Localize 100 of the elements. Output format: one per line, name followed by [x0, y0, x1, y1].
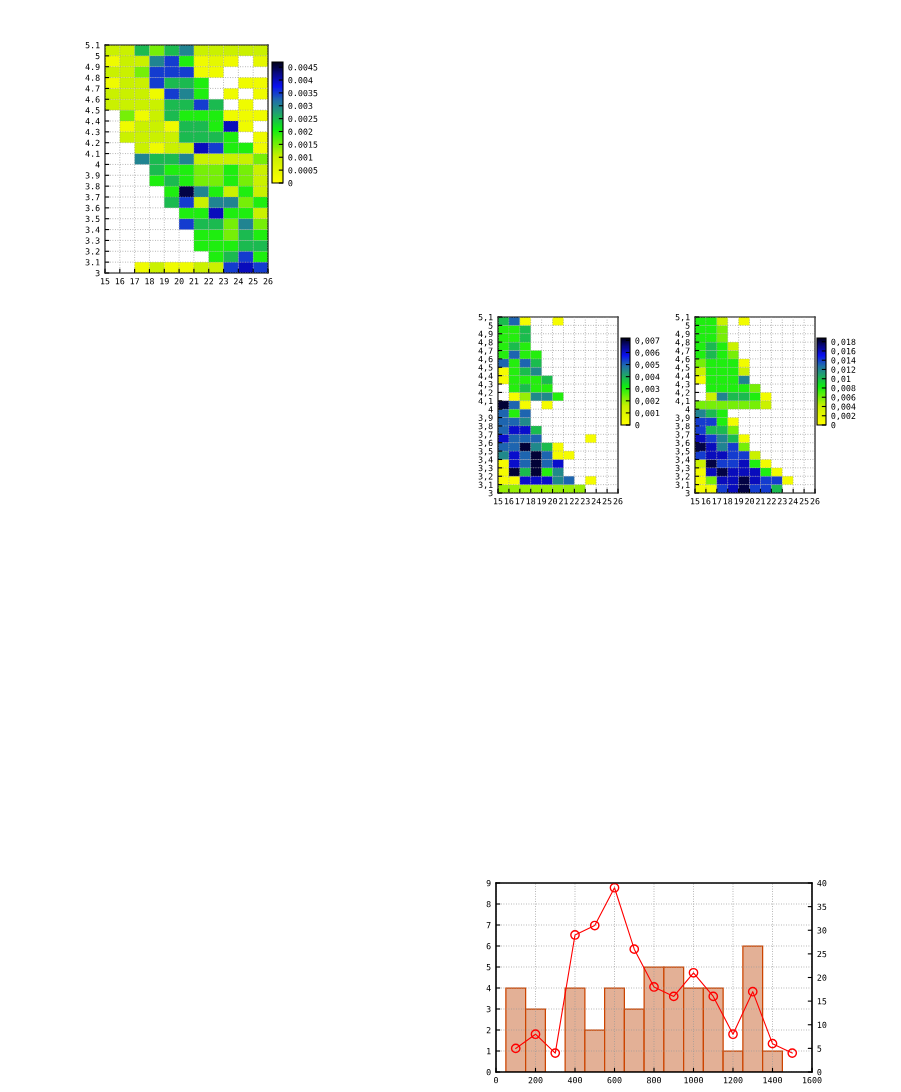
color-bar-label: 0.001 [288, 154, 313, 161]
x-tick-label: 200 [528, 1077, 543, 1084]
y-tick-label: 4 [486, 985, 491, 992]
color-bar-label: 0.0015 [288, 141, 318, 148]
y-tick-label: 4.6 [85, 96, 100, 103]
y-tick-label: 3 [486, 1006, 491, 1013]
y-tick-label: 4,6 [675, 355, 690, 364]
x-tick-label: 20 [174, 278, 184, 285]
color-bar-label: 0,018 [831, 338, 856, 347]
y-tick-label: 4,5 [675, 364, 690, 372]
point [550, 1048, 561, 1058]
y-tick-label: 3,1 [478, 481, 493, 489]
color-bar-label: 0,004 [635, 373, 660, 382]
x-tick-label: 20 [548, 498, 558, 505]
point [570, 930, 580, 940]
y2-tick-label: 25 [817, 950, 827, 958]
x-tick-label: 25 [602, 498, 612, 505]
y2-tick-label: 10 [817, 1021, 827, 1029]
x-tick-label: 23 [777, 498, 787, 505]
x-tick-label: 25 [248, 278, 258, 285]
x-tick-label: 24 [591, 498, 601, 505]
y-tick-label: 6 [486, 943, 491, 950]
point [708, 991, 719, 1002]
y-tick-label: 3,3 [478, 464, 493, 473]
color-bar-label: 0,005 [635, 361, 660, 369]
y-tick-label: 3,6 [675, 439, 690, 448]
x-tick-label: 600 [607, 1077, 622, 1084]
y-tick-label: 4,4 [478, 372, 493, 381]
point [668, 991, 679, 1002]
y2-tick-label: 35 [817, 903, 827, 910]
y-tick-label: 7 [486, 922, 491, 929]
y-tick-label: 5 [486, 964, 491, 971]
y-tick-label: 3,1 [675, 481, 690, 489]
y-tick-label: 8 [486, 901, 491, 908]
color-bar-label: 0,008 [831, 384, 856, 393]
x-tick-label: 15 [690, 498, 700, 505]
y-tick-label: 3,2 [478, 473, 493, 481]
y-tick-label: 3.4 [85, 226, 100, 233]
point [688, 967, 699, 978]
y-tick-label: 3,8 [675, 422, 690, 431]
x-tick-label: 22 [204, 278, 214, 285]
y-tick-label: 4,8 [478, 339, 493, 347]
x-tick-label: 1400 [763, 1077, 782, 1084]
color-bar-label: 0,016 [831, 347, 856, 356]
x-tick-label: 18 [145, 278, 154, 285]
color-bar-label: 0.0035 [288, 89, 318, 97]
y-tick-label: 4,1 [675, 397, 690, 406]
color-bar-label: 0,003 [635, 385, 660, 394]
y-tick-label: 4,7 [478, 347, 493, 355]
y-tick-label: 3,9 [675, 414, 690, 422]
y-tick-label: 4.1 [85, 150, 100, 157]
y-tick-label: 4,3 [675, 381, 690, 389]
x-tick-label: 26 [810, 498, 820, 505]
y2-tick-label: 20 [817, 974, 827, 981]
point [767, 1038, 778, 1049]
x-tick-label: 22 [766, 498, 776, 505]
y-tick-label: 4.4 [85, 118, 100, 125]
y-tick-label: 3.8 [85, 183, 100, 190]
y-tick-label: 4 [488, 406, 493, 413]
color-bar-label: 0.003 [288, 102, 313, 110]
x-tick-label: 25 [799, 498, 809, 505]
color-bar-label: 0 [635, 422, 640, 429]
y2-tick-label: 5 [817, 1045, 822, 1052]
y-tick-label: 3,7 [675, 431, 690, 439]
y-tick-label: 4 [95, 161, 100, 168]
color-bar-label: 0,012 [831, 366, 856, 374]
point [787, 1048, 798, 1058]
y-tick-label: 3,8 [478, 422, 493, 431]
color-bar-label: 0 [831, 422, 836, 429]
y-tick-label: 4,3 [478, 381, 493, 389]
color-bar-label: 0,006 [831, 394, 856, 402]
y-tick-label: 3.7 [85, 194, 100, 201]
color-bar-label: 0,01 [831, 375, 851, 384]
x-tick-label: 21 [559, 498, 568, 505]
x-tick-label: 19 [160, 278, 169, 285]
y-tick-label: 3,7 [478, 431, 493, 439]
x-tick-label: 18 [526, 498, 536, 505]
x-tick-label: 16 [504, 498, 514, 505]
x-tick-label: 400 [567, 1077, 582, 1084]
y-tick-label: 5,1 [675, 314, 690, 322]
color-bar-label: 0,004 [831, 403, 856, 411]
y-tick-label: 3,5 [675, 448, 690, 456]
point [510, 1043, 521, 1054]
y-tick-label: 9 [486, 880, 491, 887]
y-tick-label: 3.3 [85, 237, 100, 244]
color-bar-label: 0.004 [288, 77, 313, 84]
x-tick-label: 22 [569, 498, 579, 505]
y2-tick-label: 40 [817, 880, 827, 887]
y-tick-label: 3 [95, 270, 100, 277]
y-tick-label: 4,9 [675, 330, 690, 339]
y-tick-label: 5,1 [478, 314, 493, 322]
x-tick-label: 26 [263, 278, 273, 285]
color-bar-label: 0.0025 [288, 115, 318, 122]
x-tick-label: 800 [647, 1077, 661, 1084]
y-tick-label: 5.1 [85, 42, 100, 49]
color-bar-label: 0,006 [635, 349, 660, 357]
y-tick-label: 5 [95, 52, 100, 60]
y-tick-label: 3.9 [85, 172, 100, 179]
y-tick-label: 4,8 [675, 339, 690, 347]
point [589, 920, 600, 931]
